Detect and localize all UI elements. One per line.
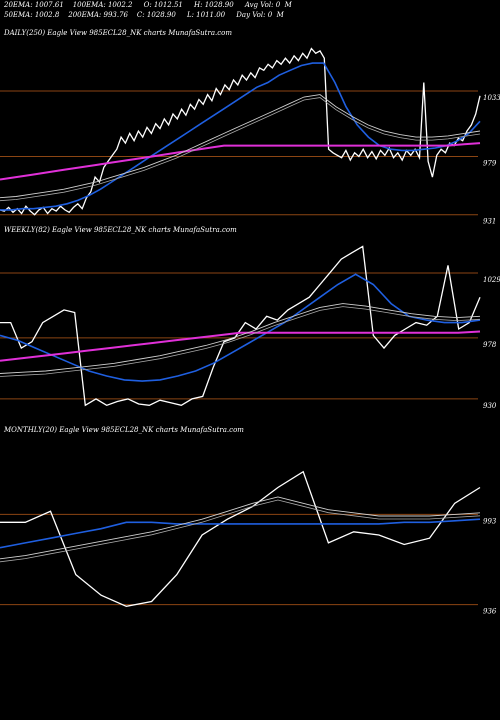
- panel-0-tick-label: 931: [483, 218, 496, 226]
- header-avg-vol: Avg Vol: 0 M: [244, 1, 292, 9]
- panel-1-series-price: [0, 245, 481, 407]
- panel-2-series-price: [0, 470, 481, 607]
- panel-1-tick-label: 1029: [483, 276, 500, 284]
- panel-1-tick-label: 930: [483, 402, 497, 410]
- panel-1-series-ema-slow: [0, 330, 481, 362]
- panel-1-series-ema-other: [0, 303, 481, 374]
- header-low: L: 1011.00: [186, 11, 226, 19]
- panel-1-title: WEEKLY(82) Eagle View 985ECL28_NK charts…: [4, 226, 237, 234]
- header-day-vol: Day Vol: 0 M: [236, 11, 284, 19]
- panel-2-series-ema-fast: [0, 518, 481, 549]
- header-ema100: 100EMA: 1002.2: [72, 1, 133, 9]
- header-ema50: 50EMA: 1002.8: [4, 11, 60, 19]
- panel-1-tick-label: 978: [483, 341, 497, 349]
- header-close: C: 1028.90: [136, 11, 176, 19]
- panel-0-series-ema-slow: [0, 142, 481, 181]
- panel-2-tick-label: 936: [483, 608, 497, 616]
- panel-0-tick-label: 979: [483, 159, 497, 167]
- panel-1-series-ema-other-2: [0, 306, 481, 377]
- panel-0-series-ema-other-2: [0, 97, 481, 202]
- panel-0-title: DAILY(250) Eagle View 985ECL28_NK charts…: [3, 29, 232, 37]
- panel-2-tick-label: 993: [483, 517, 497, 525]
- panel-0-series-ema-fast: [0, 62, 481, 211]
- header-open: O: 1012.51: [143, 1, 183, 9]
- header-ema200: 200EMA: 993.76: [68, 11, 129, 19]
- header-row-1: 20EMA: 1007.61 100EMA: 1002.2 O: 1012.51…: [4, 1, 292, 10]
- panel-2-series-ema-other: [0, 496, 481, 560]
- panel-2-title: MONTHLY(20) Eagle View 985ECL28_NK chart…: [3, 426, 244, 434]
- panel-0-series-ema-other: [0, 94, 481, 199]
- header-ema20: 20EMA: 1007.61: [4, 1, 64, 9]
- panel-0-series-price: [0, 47, 481, 216]
- header-row-2: 50EMA: 1002.8 200EMA: 993.76 C: 1028.90 …: [4, 11, 284, 20]
- panel-2-series-ema-other-2: [0, 499, 481, 563]
- panel-0-tick-label: 1033: [483, 94, 500, 102]
- header-high: H: 1028.90: [194, 1, 234, 9]
